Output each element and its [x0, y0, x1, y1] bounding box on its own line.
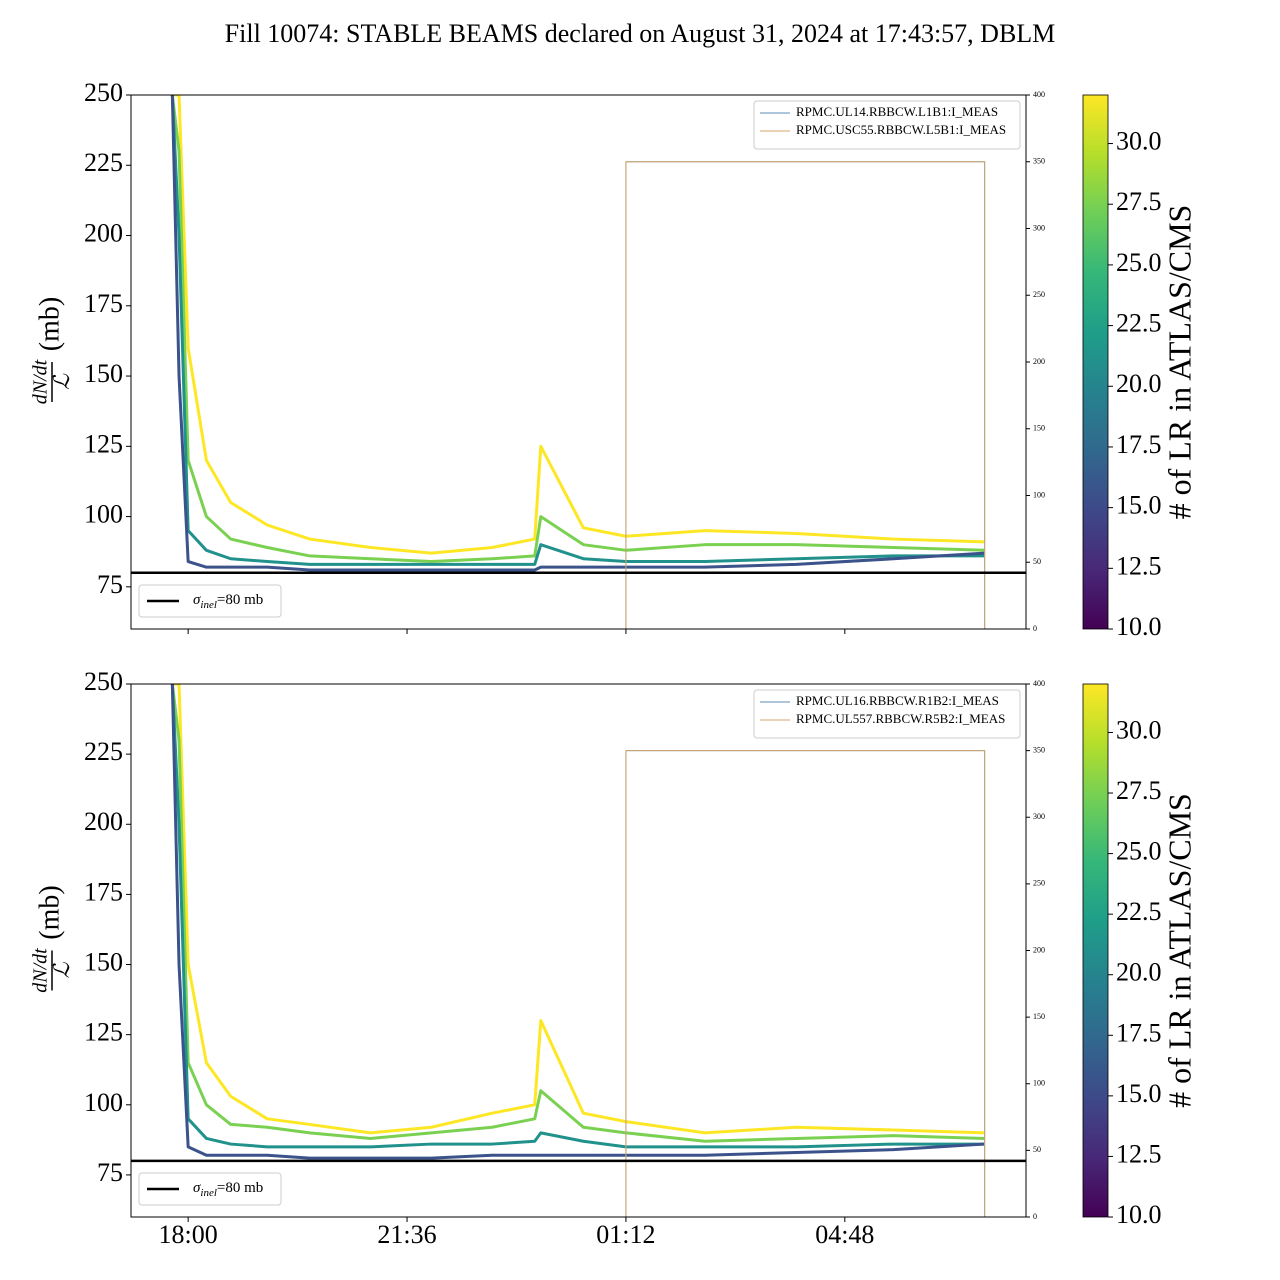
colorbar — [1082, 94, 1109, 630]
y-tick-label: 175 — [84, 877, 123, 906]
y-label-den: ℒ — [49, 961, 74, 978]
y-tick-label: 175 — [84, 289, 123, 318]
y-tick-label: 150 — [84, 359, 123, 388]
x-tick-label: 04:48 — [815, 1220, 874, 1249]
y-tick-label: 100 — [84, 1088, 123, 1117]
x-tick-label: 01:12 — [596, 1220, 655, 1249]
y-tick-label: 75 — [97, 1158, 123, 1187]
colorbar-tick-label: 15.0 — [1116, 491, 1162, 520]
y-label-num: dN/dt — [30, 359, 52, 404]
y2-tick-label: 250 — [1033, 879, 1045, 888]
colorbar-tick-label: 20.0 — [1116, 958, 1162, 987]
legend-label: σinel=80 mb — [193, 1180, 263, 1198]
legend-label-symbol: σ — [193, 1180, 201, 1196]
y-tick-label: 125 — [84, 429, 123, 458]
y-label-num: dN/dt — [30, 948, 52, 993]
colorbar-tick-label: 10.0 — [1116, 1200, 1162, 1229]
y2-tick-label: 400 — [1033, 90, 1045, 99]
y2-tick-label: 350 — [1033, 157, 1045, 166]
legend-box — [138, 1172, 282, 1206]
rate-line — [170, 684, 985, 1160]
legend-label-symbol: σ — [193, 592, 201, 608]
plot-area — [170, 684, 986, 1217]
y-tick-label: 100 — [84, 500, 123, 529]
legend-label: RPMC.USC55.RBBCW.L5B1:I_MEAS — [796, 122, 1006, 137]
colorbar-tick-label: 17.5 — [1116, 1018, 1162, 1047]
y2-tick-label: 350 — [1033, 745, 1045, 754]
y-label-den: ℒ — [49, 373, 74, 390]
colorbar — [1082, 683, 1109, 1218]
plot-area — [170, 95, 986, 629]
colorbar-tick-label: 17.5 — [1116, 430, 1162, 459]
legend-box — [138, 584, 282, 618]
rate-line — [170, 95, 985, 564]
legend-label: RPMC.UL557.RBBCW.R5B2:I_MEAS — [796, 711, 1005, 726]
y2-tick-label: 0 — [1033, 624, 1037, 633]
y2-tick-label: 200 — [1033, 357, 1045, 366]
legend-label-sub: inel — [200, 1187, 217, 1199]
legend-label: RPMC.UL16.RBBCW.R1B2:I_MEAS — [796, 693, 999, 708]
rate-line — [172, 684, 985, 1135]
x-tick-label: 18:00 — [159, 1220, 218, 1249]
rate-line — [170, 95, 985, 572]
rate-line — [172, 95, 985, 555]
legend-label: σinel=80 mb — [193, 592, 263, 610]
y-axis-label: dN/dtℒ (mb) — [30, 885, 74, 992]
y-tick-label: 125 — [84, 1018, 123, 1047]
y2-tick-label: 0 — [1033, 1212, 1037, 1221]
y-tick-label: 75 — [97, 570, 123, 599]
current-line — [172, 750, 986, 1217]
rate-line — [170, 684, 985, 1149]
colorbar-label: # of LR in ATLAS/CMS — [1161, 793, 1197, 1108]
legend-label-rest: =80 mb — [217, 592, 263, 608]
colorbar-tick-label: 25.0 — [1116, 248, 1162, 277]
y-tick-label: 200 — [84, 218, 123, 247]
y-label-unit: (mb) — [34, 297, 65, 351]
colorbar-tick-label: 20.0 — [1116, 369, 1162, 398]
y2-tick-label: 300 — [1033, 223, 1045, 232]
chart-title: Fill 10074: STABLE BEAMS declared on Aug… — [225, 19, 1056, 48]
y-tick-label: 250 — [84, 78, 123, 107]
legend-label: RPMC.UL14.RBBCW.L1B1:I_MEAS — [796, 104, 998, 119]
y2-tick-label: 100 — [1033, 1079, 1045, 1088]
y-tick-label: 200 — [84, 807, 123, 836]
y-tick-label: 250 — [84, 667, 123, 696]
y2-tick-label: 200 — [1033, 945, 1045, 954]
y2-tick-label: 150 — [1033, 424, 1045, 433]
y-tick-label: 225 — [84, 148, 123, 177]
current-line — [172, 161, 986, 629]
y2-tick-label: 400 — [1033, 679, 1045, 688]
y2-tick-label: 50 — [1033, 1145, 1041, 1154]
y-tick-label: 225 — [84, 737, 123, 766]
colorbar-tick-label: 12.5 — [1116, 1139, 1162, 1168]
y2-tick-label: 100 — [1033, 490, 1045, 499]
y-tick-label: 150 — [84, 947, 123, 976]
y-axis-label: dN/dtℒ (mb) — [30, 297, 74, 404]
colorbar-tick-label: 12.5 — [1116, 551, 1162, 580]
colorbar-tick-label: 15.0 — [1116, 1079, 1162, 1108]
y2-tick-label: 50 — [1033, 557, 1041, 566]
legend-label-sub: inel — [200, 599, 217, 611]
colorbar-tick-label: 10.0 — [1116, 612, 1162, 641]
x-tick-label: 21:36 — [377, 1220, 436, 1249]
legend-box — [753, 100, 1021, 150]
colorbar-tick-label: 30.0 — [1116, 127, 1162, 156]
legend-label-rest: =80 mb — [217, 1180, 263, 1196]
rate-line — [170, 95, 985, 566]
colorbar-tick-label: 27.5 — [1116, 187, 1162, 216]
legend-box — [753, 689, 1021, 739]
y2-tick-label: 150 — [1033, 1012, 1045, 1021]
y2-tick-label: 300 — [1033, 812, 1045, 821]
y2-tick-label: 250 — [1033, 290, 1045, 299]
colorbar-tick-label: 25.0 — [1116, 837, 1162, 866]
colorbar-tick-label: 22.5 — [1116, 309, 1162, 338]
colorbar-tick-label: 30.0 — [1116, 715, 1162, 744]
colorbar-tick-label: 22.5 — [1116, 897, 1162, 926]
rate-line — [170, 684, 985, 1143]
colorbar-tick-label: 27.5 — [1116, 776, 1162, 805]
y-label-unit: (mb) — [34, 885, 65, 939]
colorbar-label: # of LR in ATLAS/CMS — [1161, 205, 1197, 520]
